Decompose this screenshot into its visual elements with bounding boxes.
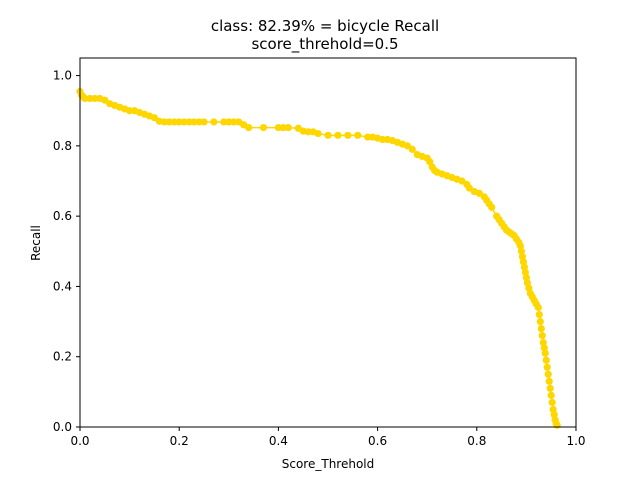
data-point xyxy=(544,370,552,378)
data-point xyxy=(230,118,238,126)
data-point xyxy=(284,123,292,132)
ticks-layer: 0.0 0.2 0.4 0.6 0.8 1.0 0.0 0.2 0.4 0.6 0.8 1.0 xyxy=(53,69,586,448)
data-point xyxy=(175,118,183,126)
data-point xyxy=(537,325,545,333)
data-point xyxy=(165,118,173,126)
data-point xyxy=(324,131,332,139)
data-point xyxy=(354,131,362,139)
plot-frame xyxy=(79,57,577,428)
data-point xyxy=(200,118,208,126)
data-point xyxy=(304,128,312,136)
data-point xyxy=(279,123,287,132)
data-point xyxy=(81,94,89,103)
y-tick-label: 0.4 xyxy=(53,279,72,293)
y-tick-label: 1.0 xyxy=(53,69,72,83)
x-tick-label: 0.2 xyxy=(170,434,189,448)
y-axis-label: Recall xyxy=(29,225,43,261)
data-point xyxy=(210,118,218,126)
data-point xyxy=(334,131,342,139)
data-point xyxy=(195,118,203,126)
data-point xyxy=(548,398,556,406)
data-point xyxy=(488,203,496,211)
y-tick-label: 0.0 xyxy=(53,420,72,434)
data-point xyxy=(344,131,352,139)
x-tick-label: 1.0 xyxy=(566,434,585,448)
data-point xyxy=(160,118,168,126)
data-point xyxy=(190,118,198,126)
data-point xyxy=(543,363,551,371)
series-layer xyxy=(76,87,561,429)
data-point xyxy=(541,349,549,357)
chart-title-line2: score_threhold=0.5 xyxy=(251,35,398,54)
data-point xyxy=(225,118,233,126)
plot-area xyxy=(80,58,576,427)
data-point xyxy=(220,118,228,126)
data-point xyxy=(274,123,282,132)
chart-title-line1: class: 82.39% = bicycle Recall xyxy=(211,17,439,35)
x-tick-label: 0.0 xyxy=(70,434,89,448)
data-point xyxy=(535,310,543,319)
data-point xyxy=(553,421,561,429)
data-point xyxy=(547,391,555,399)
data-point xyxy=(378,135,387,144)
x-axis-label: Score_Threhold xyxy=(282,457,375,471)
data-point xyxy=(542,356,550,364)
data-point xyxy=(546,384,554,392)
data-point xyxy=(534,303,542,312)
data-point xyxy=(364,133,372,141)
data-point xyxy=(170,118,178,126)
data-point xyxy=(86,94,94,103)
x-tick-label: 0.4 xyxy=(269,434,288,448)
data-point xyxy=(538,332,546,340)
y-tick-label: 0.6 xyxy=(53,209,72,223)
data-point xyxy=(185,118,193,126)
x-tick-label: 0.6 xyxy=(368,434,387,448)
data-point xyxy=(245,123,253,132)
data-point xyxy=(180,118,188,126)
y-tick-label: 0.2 xyxy=(53,350,72,364)
data-point xyxy=(91,94,99,103)
x-tick-label: 0.8 xyxy=(467,434,486,448)
data-point xyxy=(536,317,544,326)
y-tick-label: 0.8 xyxy=(53,139,72,153)
data-point xyxy=(126,107,134,115)
data-point xyxy=(545,377,553,385)
data-point xyxy=(408,145,416,153)
data-point xyxy=(314,129,322,138)
data-point xyxy=(259,123,268,132)
